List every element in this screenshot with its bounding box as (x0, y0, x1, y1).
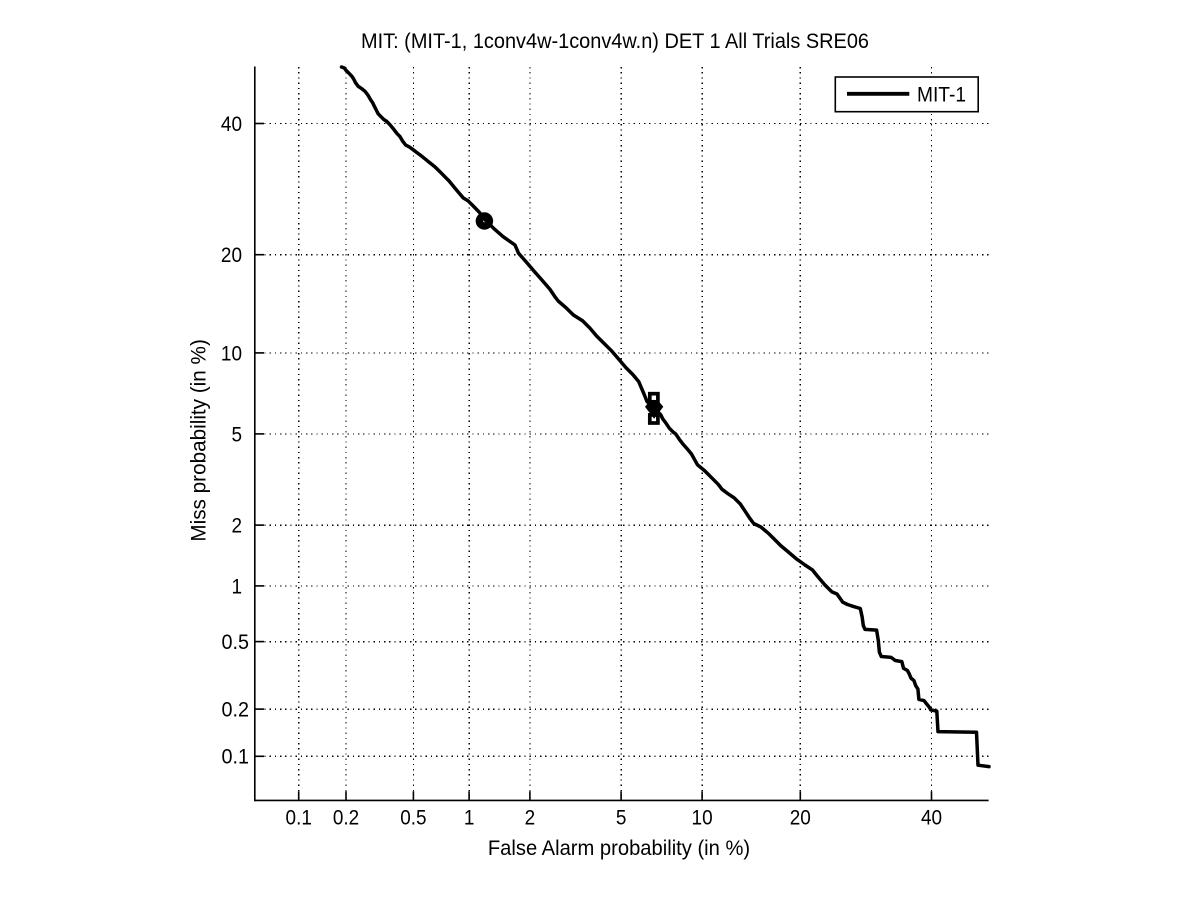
svg-text:40: 40 (921, 806, 942, 830)
svg-text:0.2: 0.2 (222, 698, 250, 722)
svg-text:5: 5 (231, 422, 242, 446)
svg-text:0.1: 0.1 (286, 806, 312, 830)
svg-text:0.1: 0.1 (222, 745, 250, 769)
svg-text:20: 20 (221, 243, 242, 267)
svg-text:MIT: (MIT-1, 1conv4w-1conv4w.n: MIT: (MIT-1, 1conv4w-1conv4w.n) DET 1 Al… (361, 29, 869, 53)
svg-text:2: 2 (525, 806, 536, 830)
svg-text:Miss probability (in %): Miss probability (in %) (187, 339, 211, 542)
svg-text:1: 1 (464, 806, 475, 830)
svg-text:10: 10 (221, 341, 242, 365)
svg-text:1: 1 (231, 574, 242, 598)
svg-text:False Alarm probability (in %): False Alarm probability (in %) (488, 836, 750, 860)
svg-text:2: 2 (231, 514, 242, 538)
svg-text:0.5: 0.5 (222, 630, 250, 654)
svg-text:MIT-1: MIT-1 (917, 82, 966, 106)
svg-text:20: 20 (790, 806, 811, 830)
svg-text:5: 5 (616, 806, 627, 830)
svg-text:0.2: 0.2 (333, 806, 359, 830)
svg-text:10: 10 (692, 806, 713, 830)
svg-text:0.5: 0.5 (400, 806, 426, 830)
svg-text:40: 40 (221, 112, 242, 136)
